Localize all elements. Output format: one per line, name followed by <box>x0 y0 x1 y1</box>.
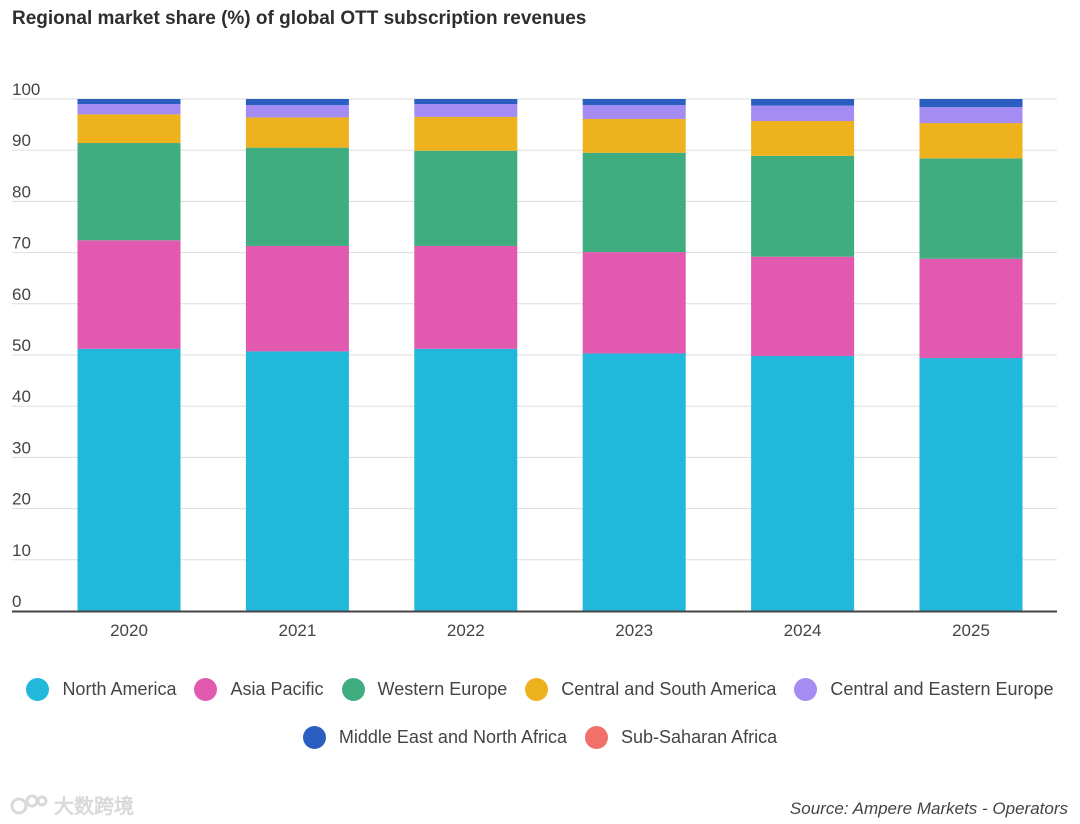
x-tick-label: 2024 <box>784 621 822 640</box>
x-tick-label: 2023 <box>615 621 653 640</box>
legend-label: Central and South America <box>561 678 777 699</box>
y-tick-label: 0 <box>12 592 21 611</box>
bar-segment <box>751 155 855 257</box>
legend-swatch <box>26 677 50 701</box>
bar-segment <box>751 121 855 156</box>
bar-segment <box>582 105 686 119</box>
y-tick-label: 60 <box>12 285 31 304</box>
bars <box>77 99 1023 611</box>
bar-segment <box>919 107 1023 124</box>
bar-segment <box>77 114 181 144</box>
bar-segment <box>77 99 181 105</box>
bar-segment <box>751 105 855 122</box>
legend-row-1: North America Asia Pacific Western Europe C… <box>0 672 1080 706</box>
bar-segment <box>919 99 1023 108</box>
legend-item[interactable]: Central and South America <box>525 677 777 701</box>
legend-label: Western Europe <box>377 678 508 699</box>
legend-item[interactable]: Sub-Saharan Africa <box>585 725 778 749</box>
y-tick-label: 80 <box>12 182 31 201</box>
bar-segment <box>77 143 181 241</box>
legend-item[interactable]: Asia Pacific <box>194 677 324 701</box>
source-note: Source: Ampere Markets - Operators <box>789 799 1068 818</box>
bar-segment <box>751 256 855 357</box>
x-tick-label: 2025 <box>952 621 990 640</box>
y-tick-label: 20 <box>12 490 31 509</box>
y-tick-label: 30 <box>12 438 31 457</box>
legend-swatch <box>194 677 218 701</box>
bar-segment <box>582 99 686 106</box>
bar-segment <box>245 105 349 118</box>
y-tick-label: 90 <box>12 131 31 150</box>
legend-label: Middle East and North Africa <box>338 726 568 747</box>
legend: North America Asia Pacific Western Europe C… <box>0 672 1080 768</box>
bar-segment <box>414 150 518 246</box>
watermark-logo-icon <box>10 794 48 814</box>
legend-label: Sub-Saharan Africa <box>621 726 778 747</box>
bar-segment <box>414 99 518 105</box>
legend-swatch <box>585 725 609 749</box>
x-tick-label: 2022 <box>447 621 485 640</box>
bar-segment <box>77 348 181 611</box>
bar-segment <box>919 158 1023 259</box>
bar-segment <box>414 348 518 611</box>
legend-swatch <box>302 725 326 749</box>
chart-title: Regional market share (%) of global OTT … <box>12 8 587 29</box>
legend-swatch <box>525 677 549 701</box>
bar-segment <box>77 104 181 115</box>
y-tick-label: 40 <box>12 387 31 406</box>
legend-row-2: Middle East and North Africa Sub-Saharan … <box>0 720 1080 754</box>
axes: 0 10 20 30 40 50 60 70 80 90 100 2020 2021 2022 2023 20… <box>12 80 1057 640</box>
bar-segment <box>919 358 1023 611</box>
bar-segment <box>245 117 349 148</box>
legend-item[interactable]: North America <box>26 677 177 701</box>
watermark-text: 大数跨境 <box>54 794 134 818</box>
bar-segment <box>582 152 686 253</box>
bar-segment <box>414 245 518 349</box>
bar-segment <box>414 116 518 151</box>
bar-segment <box>751 99 855 106</box>
bar-segment <box>245 99 349 106</box>
legend-swatch <box>341 677 365 701</box>
y-tick-label: 100 <box>12 80 40 99</box>
y-tick-label: 70 <box>12 234 31 253</box>
gridlines <box>12 98 1057 561</box>
x-tick-label: 2021 <box>278 621 316 640</box>
bar-segment <box>245 351 349 611</box>
bar-segment <box>245 245 349 352</box>
bar-segment <box>919 123 1023 159</box>
y-tick-label: 10 <box>12 541 31 560</box>
bar-segment <box>582 118 686 153</box>
bar-segment <box>77 240 181 349</box>
x-tick-label: 2020 <box>110 621 148 640</box>
legend-label: Asia Pacific <box>230 678 324 699</box>
bar-segment <box>414 104 518 117</box>
chart-canvas: 0 10 20 30 40 50 60 70 80 90 100 2020 2021 2022 2023 20… <box>12 80 1057 640</box>
legend-item[interactable]: Western Europe <box>341 677 508 701</box>
y-tick-label: 50 <box>12 336 31 355</box>
legend-label: North America <box>62 678 177 699</box>
bar-segment <box>582 353 686 611</box>
bar-segment <box>245 147 349 246</box>
bar-segment <box>751 356 855 611</box>
legend-swatch <box>794 677 818 701</box>
legend-item[interactable]: Central and Eastern Europe <box>794 677 1054 701</box>
bar-segment <box>582 252 686 354</box>
bar-segment <box>919 258 1023 359</box>
watermark: 大数跨境 <box>10 790 134 819</box>
legend-item[interactable]: Middle East and North Africa <box>302 725 568 749</box>
legend-label: Central and Eastern Europe <box>830 678 1054 699</box>
